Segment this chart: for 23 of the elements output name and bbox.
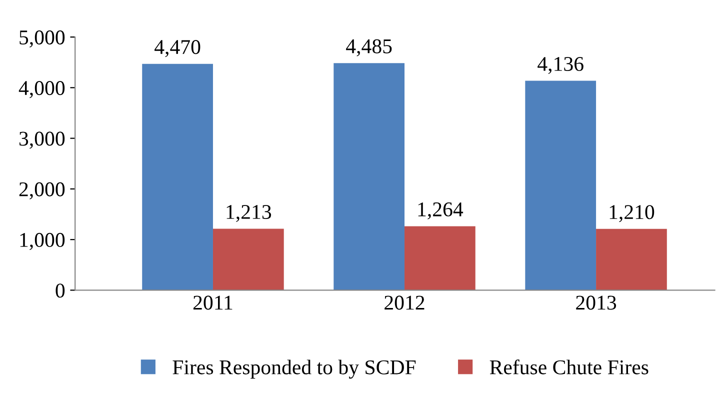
x-tick-label: 2012 [384,296,424,310]
bar [596,228,667,290]
bar [142,64,213,290]
y-tick-label: 2,000 [19,182,65,200]
y-tick-label: 1,000 [20,232,65,250]
bar [525,80,596,290]
data-label: 4,485 [346,39,392,56]
legend-label: Fires Responded to by SCDF [172,360,416,379]
y-tick-label: 4,000 [18,81,65,98]
bar [212,228,284,290]
y-tick-label: 3,000 [19,132,65,149]
legend-label: Refuse Chute Fires [490,359,648,374]
y-tick-label: 0 [56,284,65,298]
x-tick-label: 2013 [576,296,616,310]
y-tick-label: 5,000 [20,30,65,48]
data-label: 1,213 [226,204,272,222]
bar [404,226,476,290]
data-label: 1,264 [418,202,464,220]
data-label: 4,470 [154,40,200,58]
bar [334,63,405,290]
data-label: 4,136 [538,56,584,74]
data-label: 1,210 [610,205,654,222]
x-tick-label: 2011 [193,296,232,310]
